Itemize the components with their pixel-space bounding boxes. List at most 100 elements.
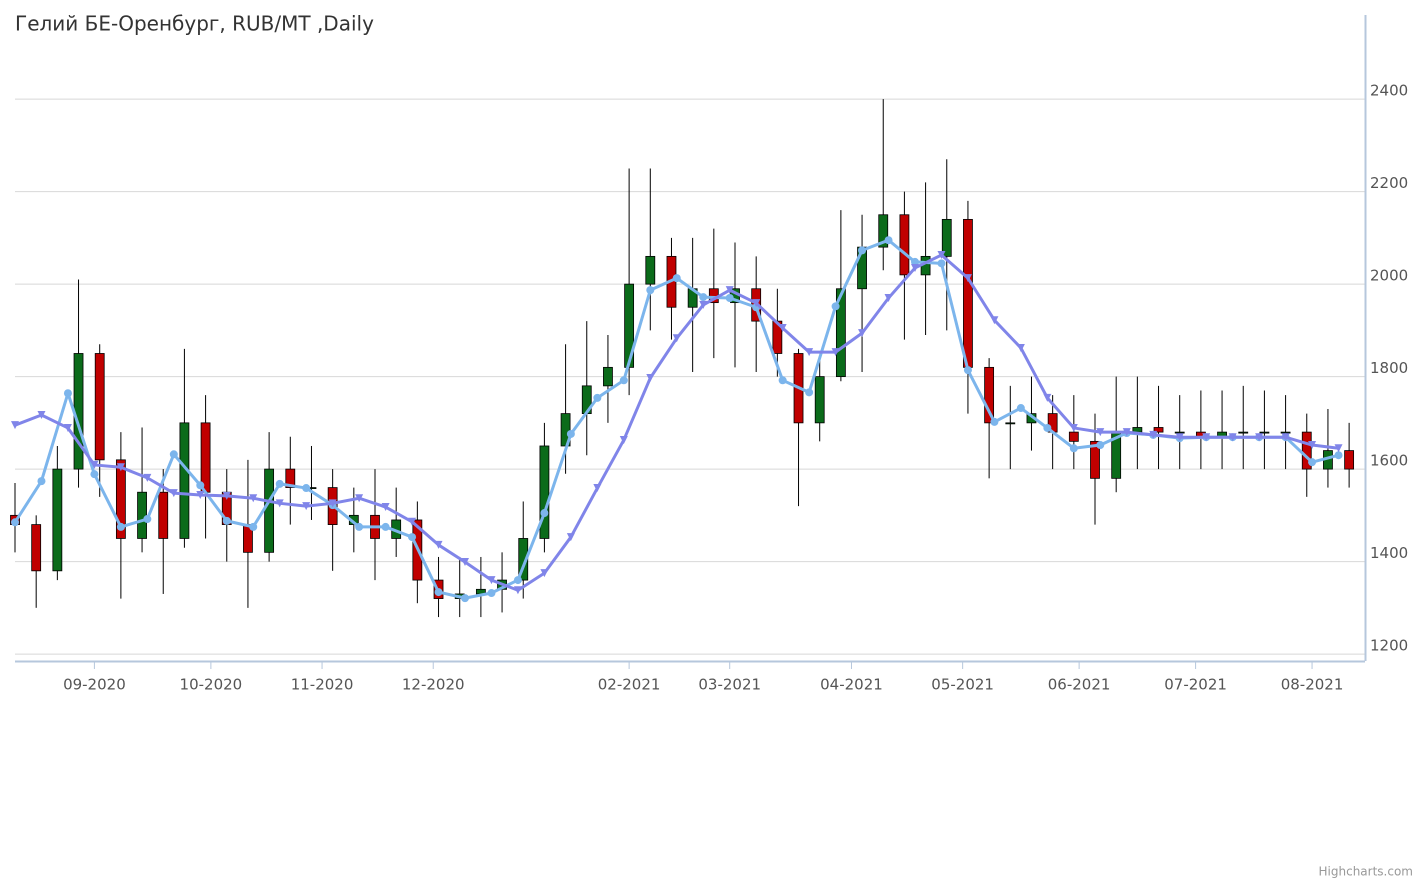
ma-marker bbox=[619, 376, 628, 385]
ma-marker bbox=[302, 484, 311, 493]
y-tick-label: 2200 bbox=[1370, 174, 1408, 192]
ma-marker bbox=[990, 316, 999, 325]
candle-body bbox=[1153, 427, 1164, 433]
ma-marker bbox=[63, 389, 72, 398]
ma-marker bbox=[990, 417, 999, 426]
ma-marker bbox=[725, 286, 734, 295]
ma-marker bbox=[805, 388, 814, 397]
ma-marker bbox=[90, 470, 99, 479]
candle-body bbox=[158, 491, 169, 539]
ma-marker bbox=[778, 324, 787, 333]
ma-marker bbox=[116, 463, 125, 472]
ma-marker bbox=[1334, 444, 1343, 453]
ma-marker bbox=[37, 477, 46, 486]
ma-marker bbox=[593, 393, 602, 402]
candle-body bbox=[963, 218, 973, 368]
ma-marker bbox=[461, 594, 469, 603]
ma-marker bbox=[911, 263, 919, 272]
ma-marker bbox=[1016, 343, 1025, 352]
ma-marker bbox=[487, 589, 496, 598]
ma-marker bbox=[37, 410, 46, 419]
ma-marker bbox=[434, 540, 443, 549]
ma-marker bbox=[143, 473, 152, 482]
ma-marker bbox=[90, 460, 99, 469]
candle-body bbox=[645, 255, 656, 285]
ma-marker bbox=[302, 502, 311, 511]
ma-marker bbox=[196, 481, 205, 490]
ma-marker bbox=[1308, 441, 1317, 450]
candle-body bbox=[94, 353, 105, 461]
ma-marker bbox=[275, 479, 284, 488]
candle-body bbox=[1238, 431, 1249, 434]
ma-marker bbox=[169, 450, 178, 459]
ma-marker bbox=[461, 558, 469, 567]
candle-body bbox=[539, 445, 550, 539]
candle-body bbox=[52, 468, 63, 572]
y-tick-label: 1200 bbox=[1370, 637, 1408, 655]
ma-marker bbox=[884, 294, 893, 303]
ma-marker bbox=[911, 257, 919, 266]
ma-marker bbox=[672, 274, 681, 283]
y-tick-label: 1800 bbox=[1370, 359, 1408, 377]
candle-body bbox=[941, 218, 952, 257]
candle-body bbox=[137, 491, 147, 539]
ma-marker bbox=[937, 259, 946, 268]
ma-marker bbox=[831, 348, 840, 357]
ma-marker bbox=[1069, 423, 1078, 432]
ma-marker bbox=[249, 522, 258, 531]
ma-marker bbox=[1334, 451, 1343, 460]
ma-marker bbox=[275, 499, 284, 508]
ma-marker bbox=[1149, 430, 1158, 439]
candle-body bbox=[1068, 431, 1079, 442]
candle-body bbox=[115, 459, 126, 539]
ma-marker bbox=[937, 250, 946, 259]
y-tick-label: 2000 bbox=[1370, 267, 1408, 285]
candle-body bbox=[899, 214, 910, 276]
x-tick-label: 02-2021 bbox=[598, 676, 661, 694]
ma-marker bbox=[646, 373, 655, 382]
ma-marker bbox=[566, 533, 575, 542]
candle-body bbox=[814, 376, 825, 424]
ma-marker bbox=[434, 588, 443, 597]
ma-marker bbox=[540, 569, 549, 578]
ma-marker bbox=[222, 516, 231, 525]
ma-marker bbox=[752, 299, 761, 308]
ma-marker bbox=[408, 517, 417, 526]
x-tick-label: 06-2021 bbox=[1048, 676, 1111, 694]
x-tick-label: 10-2020 bbox=[180, 676, 243, 694]
ma-marker bbox=[222, 491, 231, 500]
ma-marker bbox=[672, 334, 681, 343]
ma-marker bbox=[778, 376, 787, 385]
x-tick-label: 08-2021 bbox=[1281, 676, 1344, 694]
ma-marker bbox=[858, 246, 867, 255]
ma-marker bbox=[355, 494, 364, 503]
ma-marker bbox=[381, 522, 390, 531]
ma-marker bbox=[116, 522, 125, 531]
ma-marker bbox=[408, 533, 417, 542]
y-tick-label: 1600 bbox=[1370, 452, 1408, 470]
x-tick-label: 07-2021 bbox=[1164, 676, 1227, 694]
ma-marker bbox=[1308, 458, 1317, 467]
x-tick-label: 11-2020 bbox=[291, 676, 354, 694]
ma-marker bbox=[1043, 393, 1052, 402]
candle-body bbox=[1344, 450, 1355, 470]
ma-marker bbox=[249, 494, 258, 503]
ma-marker bbox=[1096, 441, 1105, 450]
ma-marker bbox=[831, 302, 840, 311]
credits[interactable]: Highcharts.com bbox=[1319, 865, 1413, 879]
ma-marker bbox=[805, 348, 814, 357]
y-tick-label: 1400 bbox=[1370, 544, 1408, 562]
candle-body bbox=[1280, 431, 1291, 434]
ma-marker bbox=[11, 518, 19, 527]
ma-marker bbox=[1069, 444, 1078, 453]
candles bbox=[10, 99, 1355, 618]
ma-marker bbox=[1255, 433, 1264, 442]
ma-line bbox=[13, 238, 1339, 600]
ma-marker bbox=[566, 429, 575, 438]
candle-body bbox=[31, 524, 42, 572]
x-tick-label: 05-2021 bbox=[931, 676, 994, 694]
candle-body bbox=[1090, 440, 1100, 479]
candle-body bbox=[200, 422, 211, 493]
